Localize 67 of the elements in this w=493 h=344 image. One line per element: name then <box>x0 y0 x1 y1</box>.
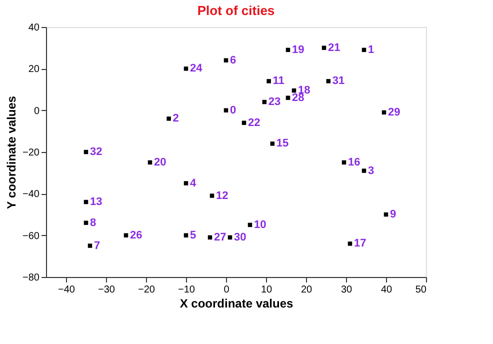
annotation: 32 <box>90 146 102 158</box>
y-tick-label: −20 <box>22 148 40 158</box>
x-tick-label: −30 <box>98 284 116 296</box>
annotation: 16 <box>348 156 360 168</box>
annotation: 1 <box>368 44 374 56</box>
point <box>270 142 275 146</box>
point <box>362 168 366 173</box>
point <box>184 233 188 238</box>
point <box>210 194 214 198</box>
annotation: 6 <box>230 54 236 66</box>
annotation: 3 <box>368 164 374 177</box>
point <box>88 244 92 248</box>
annotation: 13 <box>90 196 102 208</box>
point <box>124 233 128 238</box>
annotation: 8 <box>90 216 96 229</box>
y-tick-label: 0 <box>34 106 40 117</box>
chart-title: Plot of cities <box>197 3 275 18</box>
y-tick-label: −60 <box>22 230 40 242</box>
annotation: 12 <box>216 190 228 202</box>
point <box>184 181 188 186</box>
point <box>266 79 271 84</box>
x-tick-label: 0 <box>224 284 230 296</box>
point <box>166 116 171 121</box>
y-tick-label: 20 <box>28 64 40 76</box>
point <box>322 46 326 50</box>
annotation: 17 <box>354 238 366 250</box>
x-tick-label: 10 <box>260 284 272 296</box>
annotation: 24 <box>190 62 204 75</box>
y-tick-label: 40 <box>28 22 40 34</box>
x-tick-label: −10 <box>178 284 196 296</box>
annotation: 23 <box>268 96 281 108</box>
x-tick-label: −20 <box>138 284 156 296</box>
point <box>326 79 331 84</box>
annotation: 22 <box>248 116 260 129</box>
annotation: 30 <box>234 231 246 244</box>
x-tick-label: −40 <box>58 284 76 296</box>
annotation: 19 <box>292 44 304 56</box>
annotation: 29 <box>388 106 400 118</box>
point <box>224 108 228 112</box>
point <box>348 242 352 246</box>
point <box>224 58 228 62</box>
annotation: 0 <box>230 104 236 116</box>
y-tick-label: −80 <box>22 272 40 284</box>
point <box>242 120 246 125</box>
annotation: 9 <box>390 208 396 220</box>
annotation: 2 <box>172 112 179 125</box>
point <box>286 96 290 100</box>
annotation: 27 <box>214 231 226 244</box>
point <box>184 66 188 71</box>
point <box>84 220 88 225</box>
x-tick-label: 30 <box>340 284 352 296</box>
annotation: 15 <box>276 138 289 150</box>
y-tick-label: −40 <box>22 189 40 200</box>
annotation: 5 <box>190 229 196 242</box>
x-axis-title: X coordinate values <box>180 296 294 310</box>
x-tick-label: 40 <box>380 284 392 296</box>
y-axis-title: Y coordinate values <box>4 96 19 210</box>
annotation: 21 <box>328 42 340 54</box>
annotation: 31 <box>332 75 345 88</box>
x-tick-label: 50 <box>415 284 427 296</box>
annotation: 11 <box>272 75 284 88</box>
annotation: 20 <box>154 156 166 168</box>
annotation: 7 <box>94 240 100 252</box>
annotation: 4 <box>190 177 197 190</box>
annotation: 26 <box>130 229 142 242</box>
x-tick-label: 20 <box>300 284 312 296</box>
annotation: 10 <box>254 218 266 231</box>
